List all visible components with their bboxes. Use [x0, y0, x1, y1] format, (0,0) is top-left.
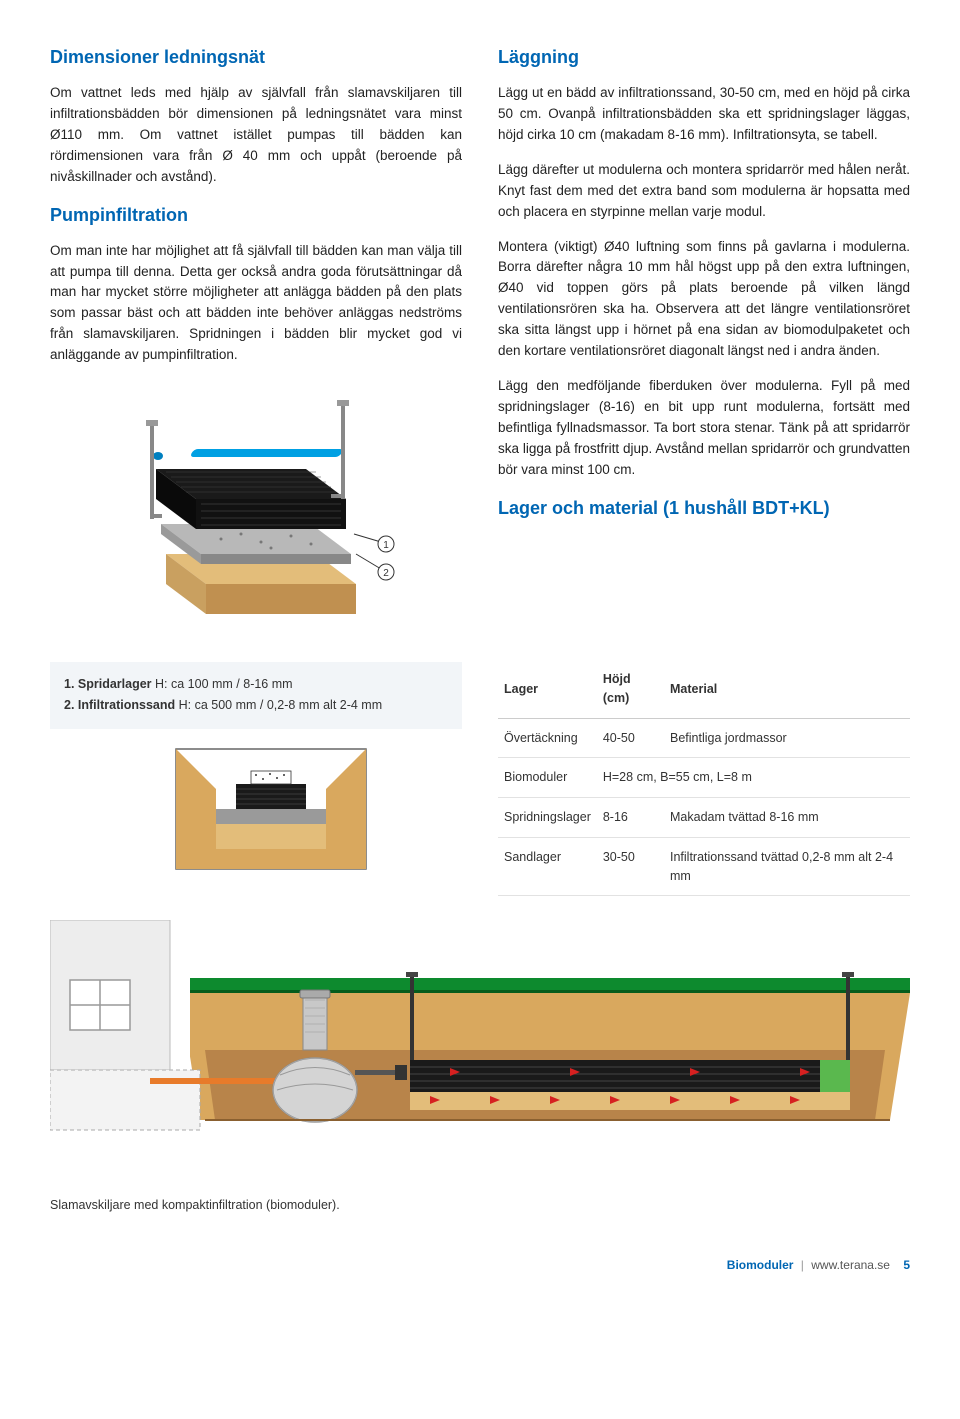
svg-text:2: 2	[383, 568, 389, 579]
diagram-exploded-layers: 2 1	[106, 384, 406, 634]
heading-dimensioner: Dimensioner ledningsnät	[50, 44, 462, 71]
heading-lager-material: Lager och material (1 hushåll BDT+KL)	[498, 495, 910, 522]
legend-2-text: H: ca 500 mm / 0,2-8 mm alt 2-4 mm	[175, 698, 382, 712]
table-header-lager: Lager	[498, 660, 597, 718]
heading-pump: Pumpinfiltration	[50, 202, 462, 229]
footer-page-number: 5	[903, 1258, 910, 1272]
table-row: Spridningslager 8-16 Makadam tvättad 8-1…	[498, 798, 910, 838]
footer-product: Biomoduler	[727, 1258, 794, 1272]
table-row: Övertäckning 40-50 Befintliga jordmassor	[498, 718, 910, 758]
diagram-cross-section-small	[50, 739, 462, 879]
footer-divider: |	[801, 1258, 804, 1272]
para-lag-4: Lägg den medföljande fiberduken över mod…	[498, 376, 910, 481]
table-row: Sandlager 30-50 Infiltrationssand tvätta…	[498, 837, 910, 896]
svg-text:1: 1	[383, 540, 389, 551]
table-header-material: Material	[664, 660, 910, 718]
para-lag-2: Lägg därefter ut modulerna och montera s…	[498, 160, 910, 223]
footer-site: www.terana.se	[811, 1258, 890, 1272]
para-lag-3: Montera (viktigt) Ø40 luftning som finns…	[498, 237, 910, 363]
para-pump-1: Om man inte har möjlighet att få självfa…	[50, 241, 462, 367]
legend-1-text: H: ca 100 mm / 8-16 mm	[152, 677, 293, 691]
table-material: Lager Höjd (cm) Material Övertäckning 40…	[498, 660, 910, 896]
para-lag-1: Lägg ut en bädd av infiltrationssand, 30…	[498, 83, 910, 146]
legend-2-label: 2. Infiltrationssand	[64, 698, 175, 712]
diagram-installation-wide	[50, 920, 910, 1150]
heading-laggning: Läggning	[498, 44, 910, 71]
legend-1-label: 1. Spridarlager	[64, 677, 152, 691]
table-header-hojd: Höjd (cm)	[597, 660, 664, 718]
page-footer: Biomoduler | www.terana.se 5	[50, 1256, 910, 1274]
legend-box: 1. Spridarlager H: ca 100 mm / 8-16 mm 2…	[50, 662, 462, 729]
table-row: Biomoduler H=28 cm, B=55 cm, L=8 m	[498, 758, 910, 798]
para-dim-1: Om vattnet leds med hjälp av självfall f…	[50, 83, 462, 188]
diagram-caption: Slamavskiljare med kompaktinfiltration (…	[50, 1196, 910, 1215]
